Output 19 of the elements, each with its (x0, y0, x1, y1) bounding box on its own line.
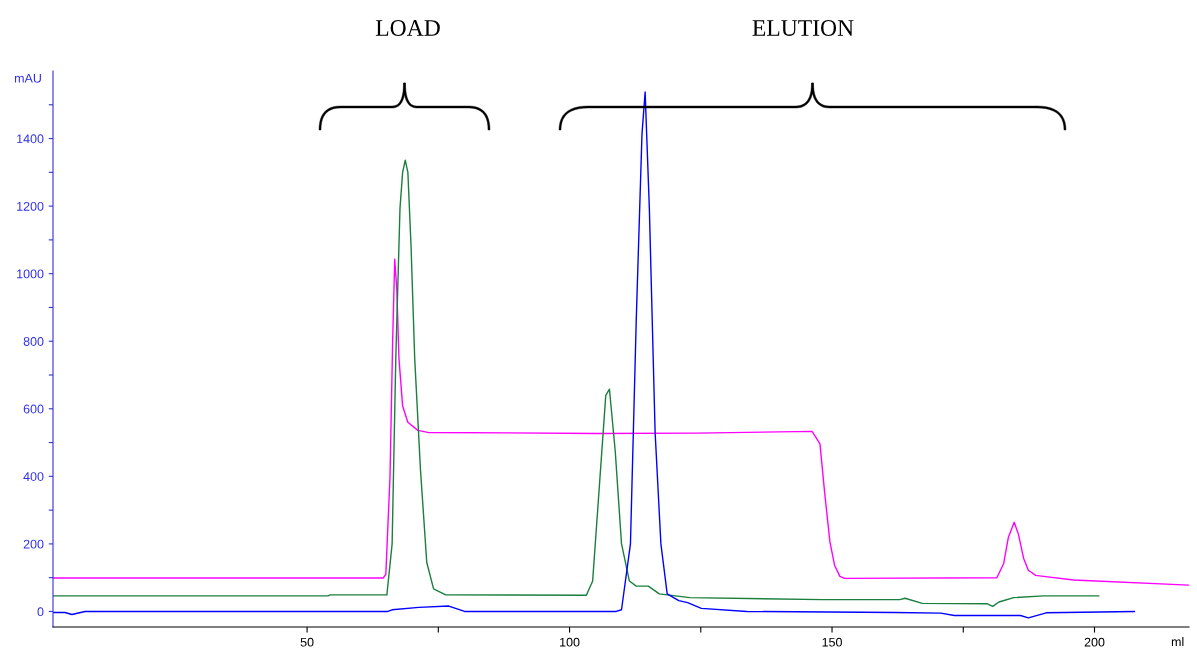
y-tick-label: 1200 (17, 201, 44, 211)
x-tick-label: 50 (300, 637, 314, 647)
x-tick-label: 200 (1084, 637, 1105, 647)
text: ELUTION (752, 20, 854, 36)
y-tick-label: 0 (37, 607, 44, 617)
line-series (53, 159, 1100, 608)
y-tick-label: 600 (23, 404, 44, 414)
y-tick-label: 400 (23, 472, 44, 481)
y-tick-label: 800 (23, 337, 44, 346)
text: LOAD (375, 20, 440, 36)
y-tick-label: 1000 (17, 269, 44, 279)
x-tick-label: 150 (822, 637, 842, 647)
x-axis-title: ml (1171, 637, 1184, 647)
x-tick-label: 100 (560, 637, 580, 647)
line-series (53, 91, 1136, 619)
y-tick-label: 200 (23, 539, 44, 549)
y-tick-label: 1400 (17, 134, 44, 144)
y-axis-title: mAU (14, 73, 41, 83)
line-series (53, 258, 1189, 586)
